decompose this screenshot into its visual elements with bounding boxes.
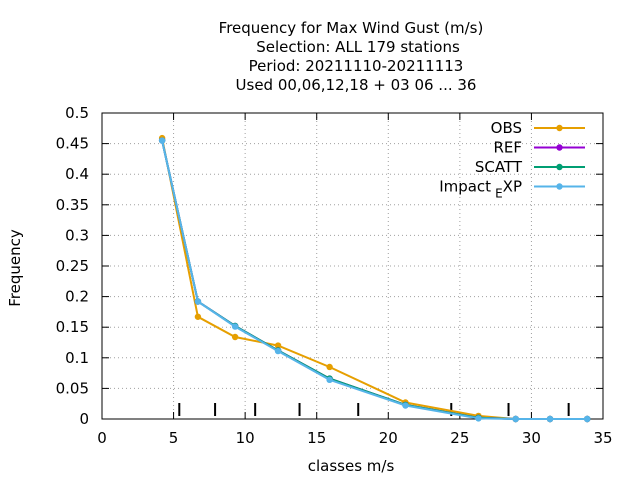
legend-label-tail: XP (503, 178, 522, 196)
data-point (231, 333, 239, 341)
y-tick-label: 0.5 (65, 104, 89, 122)
legend-entry: Impact EXP (439, 178, 585, 201)
y-tick-label: 0.2 (65, 288, 89, 306)
y-axis-label: Frequency (6, 229, 24, 307)
x-tick-label: 25 (450, 429, 469, 447)
x-tick-label: 10 (236, 429, 255, 447)
legend-label-main: Impact (439, 178, 491, 196)
data-point (512, 415, 519, 423)
x-tick-label: 0 (97, 429, 107, 447)
x-tick-label: 5 (169, 429, 179, 447)
legend-label: REF (493, 139, 522, 157)
legend-label: Impact EXP (439, 178, 522, 201)
legend-entry: REF (493, 139, 585, 157)
data-point (231, 323, 239, 330)
legend-marker (556, 124, 563, 132)
data-point (274, 347, 282, 355)
legend-label: SCATT (475, 158, 523, 176)
x-tick-label: 20 (379, 429, 398, 447)
title-line-4: Used 00,06,12,18 + 03 06 ... 36 (236, 76, 477, 94)
series-line (161, 140, 588, 420)
y-tick-label: 0.25 (56, 257, 89, 275)
series-line (161, 140, 588, 420)
data-point (546, 415, 554, 423)
y-tick-label: 0.4 (65, 165, 89, 183)
y-tick-label: 0.05 (56, 379, 89, 397)
grid-lines (102, 113, 603, 419)
y-tick-label: 0.1 (65, 349, 89, 367)
y-tick-label: 0.35 (56, 196, 89, 214)
data-point (584, 415, 591, 423)
series-impact-exp (158, 137, 591, 423)
data-point (158, 137, 166, 144)
data-point (475, 415, 482, 422)
series-obs (158, 134, 591, 423)
data-point (274, 342, 282, 349)
y-tick-label: 0.45 (56, 135, 89, 153)
legend-label-sub: E (495, 187, 503, 201)
x-tick-label: 30 (522, 429, 541, 447)
plot-frame (101, 112, 604, 420)
legend-entry: SCATT (475, 158, 585, 176)
title-line-2: Selection: ALL 179 stations (256, 38, 460, 56)
data-point (402, 402, 409, 409)
data-point (194, 313, 202, 320)
legend-marker (556, 144, 563, 151)
data-point (194, 298, 202, 305)
x-axis-label: classes m/s (308, 457, 395, 475)
chart-title: Frequency for Max Wind Gust (m/s) Select… (219, 19, 484, 94)
class-boundary-ticks (178, 403, 570, 416)
legend-label: OBS (491, 119, 522, 137)
legend-entry: OBS (491, 119, 585, 137)
x-tick-label: 15 (307, 429, 326, 447)
legend-marker (556, 183, 563, 190)
y-tick-label: 0.3 (65, 226, 89, 244)
series-layer (158, 134, 591, 423)
series-line (161, 137, 588, 420)
series-scatt (158, 137, 591, 423)
legend-marker (556, 163, 563, 171)
axes: 0 5 10 15 20 25 30 35 0 0.05 0.1 0.15 0.2 0.25 0.3 0.35… (56, 104, 613, 447)
title-line-1: Frequency for Max Wind Gust (m/s) (219, 19, 484, 37)
x-tick-label: 35 (593, 429, 612, 447)
data-point (326, 363, 333, 371)
series-line (161, 140, 588, 420)
title-line-3: Period: 20211110-20211113 (249, 57, 464, 75)
y-tick-label: 0.15 (56, 318, 89, 336)
data-point (326, 376, 333, 384)
series-ref (158, 137, 591, 423)
y-tick-label: 0 (79, 410, 89, 428)
